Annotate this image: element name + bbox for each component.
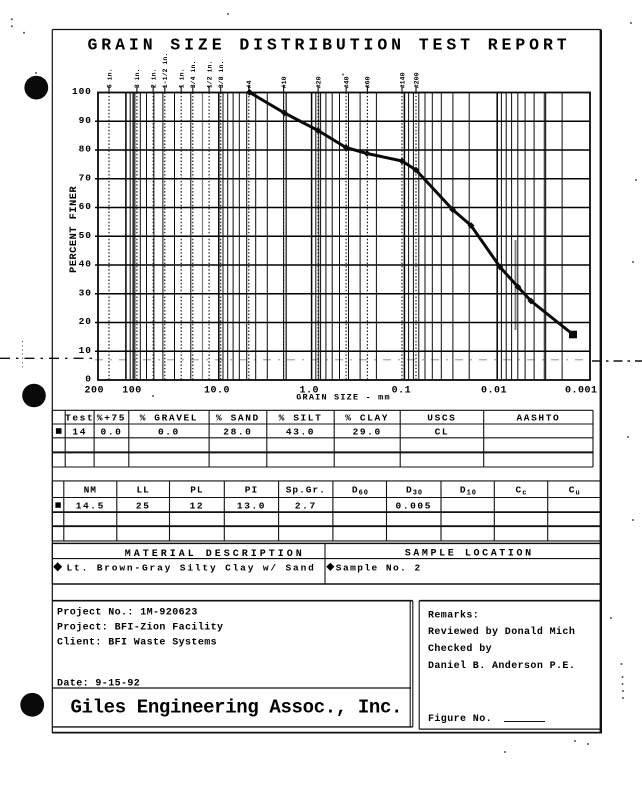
svg-text:% GRAVEL: % GRAVEL: [140, 413, 198, 424]
svg-text:2.7: 2.7: [295, 501, 317, 512]
svg-text:SAMPLE LOCATION: SAMPLE LOCATION: [405, 549, 534, 560]
svg-text:25: 25: [136, 501, 151, 512]
svg-text:GRAIN SIZE - mm: GRAIN SIZE - mm: [296, 393, 391, 403]
svg-text:#4: #4: [246, 80, 253, 88]
svg-text:PL: PL: [190, 484, 203, 495]
svg-text:20: 20: [79, 316, 92, 327]
svg-text:Client: BFI Waste Systems: Client: BFI Waste Systems: [57, 637, 217, 649]
svg-text:Daniel B. Anderson P.E.: Daniel B. Anderson P.E.: [428, 660, 575, 672]
svg-text:14.5: 14.5: [76, 501, 105, 512]
svg-text:Cu: Cu: [569, 484, 581, 497]
svg-text:0.005: 0.005: [396, 501, 433, 512]
svg-text:43.0: 43.0: [286, 427, 315, 438]
svg-text:1 in.: 1 in.: [179, 69, 186, 89]
svg-text:12: 12: [190, 501, 205, 512]
svg-text:MATERIAL DESCRIPTION: MATERIAL DESCRIPTION: [125, 549, 305, 560]
svg-text:Sample No. 2: Sample No. 2: [336, 562, 422, 573]
svg-text:29.0: 29.0: [353, 427, 382, 438]
svg-text:1-1/2 in.: 1-1/2 in.: [162, 53, 169, 89]
svg-text:#40: #40: [343, 76, 350, 88]
svg-text:Figure No.: Figure No.: [428, 713, 492, 725]
svg-text:14: 14: [72, 427, 87, 438]
svg-text:LL: LL: [136, 484, 149, 495]
svg-text:0.001: 0.001: [565, 385, 598, 396]
svg-text:PERCENT FINER: PERCENT FINER: [68, 186, 80, 273]
svg-text:50: 50: [79, 230, 92, 241]
svg-text:1.0: 1.0: [299, 385, 319, 396]
svg-text:#20: #20: [315, 76, 322, 88]
svg-text:200: 200: [84, 385, 104, 396]
svg-text:90: 90: [79, 115, 92, 126]
svg-text:Checked by: Checked by: [428, 643, 492, 655]
svg-text:USCS: USCS: [427, 413, 456, 424]
svg-text:Remarks:: Remarks:: [428, 610, 479, 622]
svg-text:Lt. Brown-Gray Silty Clay w/ S: Lt. Brown-Gray Silty Clay w/ Sand: [67, 562, 316, 573]
svg-text:% SILT: % SILT: [279, 413, 323, 424]
svg-text:2 in.: 2 in.: [151, 69, 158, 89]
svg-text:80: 80: [79, 144, 92, 155]
svg-text:Giles Engineering Assoc., Inc.: Giles Engineering Assoc., Inc.: [71, 696, 403, 718]
svg-text:%+75: %+75: [97, 413, 126, 424]
svg-text:GRAIN SIZE DISTRIBUTION TEST R: GRAIN SIZE DISTRIBUTION TEST REPORT: [88, 35, 571, 54]
svg-text:13.0: 13.0: [237, 501, 266, 512]
svg-text:100: 100: [122, 385, 142, 396]
svg-text:100: 100: [72, 86, 92, 97]
svg-text:Reviewed by Donald Mich: Reviewed by Donald Mich: [428, 626, 575, 638]
svg-text:PI: PI: [245, 484, 258, 495]
svg-text:3 in.: 3 in.: [134, 69, 141, 89]
svg-text:0.01: 0.01: [481, 385, 507, 396]
svg-text:Date: 9-15-92: Date: 9-15-92: [57, 679, 140, 690]
svg-text:#200: #200: [413, 72, 420, 88]
svg-text:Test: Test: [65, 413, 94, 424]
svg-text:0.1: 0.1: [392, 385, 412, 396]
svg-text:% SAND: % SAND: [216, 413, 260, 424]
svg-text:#10: #10: [281, 76, 288, 88]
svg-text:40: 40: [79, 259, 92, 270]
svg-text:28.0: 28.0: [223, 427, 252, 438]
svg-text:3/8 in.: 3/8 in.: [218, 61, 225, 89]
svg-text:60: 60: [79, 201, 92, 212]
svg-text:NM: NM: [84, 484, 97, 495]
svg-text:Sp.Gr.: Sp.Gr.: [286, 484, 326, 495]
svg-text:3/4 in.: 3/4 in.: [190, 61, 197, 89]
svg-text:1/2 in.: 1/2 in.: [206, 61, 213, 89]
svg-text:Project: BFI-Zion Facility: Project: BFI-Zion Facility: [57, 622, 223, 634]
svg-text:Project No.: 1M-920623: Project No.: 1M-920623: [57, 607, 198, 619]
svg-text:6 in.: 6 in.: [106, 69, 113, 89]
svg-text:10: 10: [79, 345, 92, 356]
svg-text:30: 30: [79, 287, 92, 298]
svg-text:10.0: 10.0: [204, 385, 230, 396]
svg-text:0: 0: [85, 374, 92, 385]
svg-text:0.0: 0.0: [158, 427, 180, 438]
svg-text:0.0: 0.0: [101, 427, 123, 438]
svg-text:70: 70: [79, 172, 92, 183]
svg-text:Cc: Cc: [516, 484, 528, 497]
svg-text:% CLAY: % CLAY: [345, 413, 389, 424]
svg-text:CL: CL: [435, 427, 450, 438]
svg-text:#140: #140: [399, 72, 406, 88]
svg-text:AASHTO: AASHTO: [516, 413, 560, 424]
svg-text:#60: #60: [365, 76, 372, 88]
